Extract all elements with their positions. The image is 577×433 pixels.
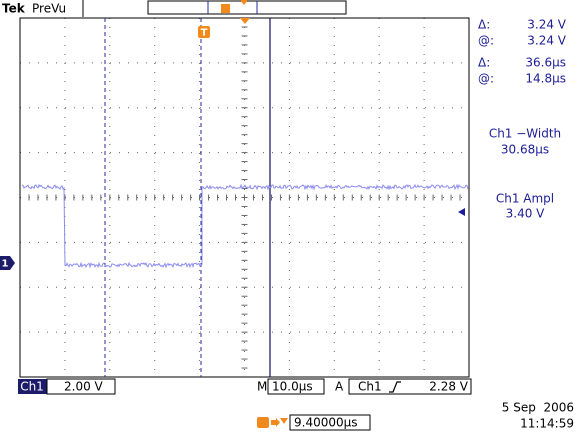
- date: 5 Sep 2006: [502, 401, 574, 415]
- level-arrow: [458, 208, 465, 216]
- position-arrow: [240, 0, 248, 5]
- trigger-label: A: [335, 380, 344, 394]
- waveform: [21, 183, 469, 269]
- trigger-slope-icon: [389, 381, 401, 393]
- timebase-box: [267, 378, 325, 395]
- trigger-marker-box: [198, 26, 210, 38]
- trigger-box: [348, 378, 472, 395]
- cursor-delta-label: Δ:: [478, 18, 490, 32]
- cursor-delta: 3.24 V: [527, 18, 567, 32]
- timebase-label: M: [257, 380, 267, 394]
- cursor-at: 14.8µs: [525, 72, 566, 86]
- scale: 2.00 V: [64, 380, 104, 394]
- ground-marker-box: [0, 256, 15, 270]
- trigger-position-icon: [257, 417, 269, 428]
- trigger-marker: T: [201, 28, 208, 39]
- trigger-position: 9.40000µs: [294, 416, 358, 430]
- trigger-position-arrow-icon: [271, 418, 280, 427]
- time: 11:14:59: [520, 417, 574, 431]
- trigger-level: 2.28 V: [429, 380, 469, 394]
- measurement-name: Ch1 −Width: [489, 127, 561, 141]
- trigger-source: Ch1: [358, 380, 382, 394]
- ground-marker: 1: [2, 259, 9, 270]
- trigger-position-arrow: [240, 18, 250, 24]
- record-trigger-icon: [221, 4, 230, 13]
- channel-box: [18, 379, 47, 394]
- cursor-at: 3.24 V: [527, 34, 567, 48]
- measurement-value: 30.68µs: [501, 143, 549, 157]
- measurement-value: 3.40 V: [506, 207, 546, 221]
- brand: Tek: [2, 2, 26, 16]
- measurement-name: Ch1 Ampl: [496, 192, 554, 206]
- timebase: 10.0µs: [272, 380, 313, 394]
- cursor-delta-label: Δ:: [478, 56, 490, 70]
- cursor-at-label: @:: [478, 34, 494, 48]
- cursor-at-label: @:: [478, 72, 494, 86]
- graticule: [19, 17, 469, 377]
- cursor-delta: 36.6µs: [525, 56, 566, 70]
- trigger-position-box: [289, 414, 371, 431]
- mode: PreVu: [32, 2, 66, 16]
- scale-box: [46, 378, 116, 395]
- trigger-position-down-icon: [280, 418, 288, 424]
- channel: Ch1: [20, 380, 44, 394]
